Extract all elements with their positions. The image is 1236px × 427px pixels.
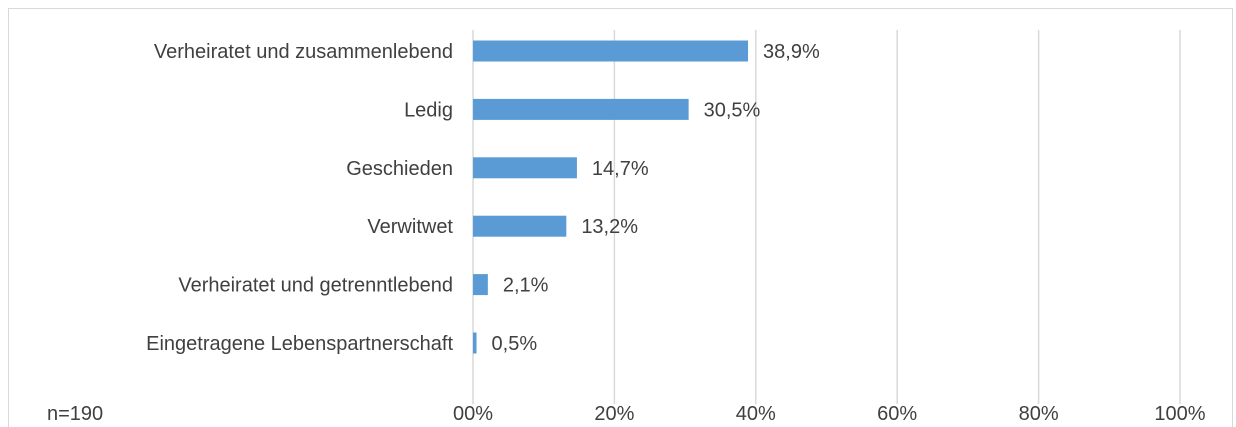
category-label: Verheiratet und zusammenlebend (154, 41, 453, 63)
bar (473, 157, 577, 179)
category-labels: Verheiratet und zusammenlebend Ledig Gesch… (146, 41, 453, 355)
data-label: 30,5% (704, 99, 761, 121)
x-tick-label: 00% (453, 403, 493, 425)
data-label: 14,7% (592, 158, 649, 180)
category-label: Verwitwet (367, 216, 453, 238)
bar (473, 332, 477, 354)
category-label: Geschieden (346, 158, 453, 180)
bars (473, 40, 749, 354)
data-label: 2,1% (503, 275, 549, 297)
sample-size-note: n=190 (47, 403, 103, 425)
x-tick-label: 100% (1154, 403, 1205, 425)
bar (473, 40, 749, 62)
x-tick-label: 20% (594, 403, 634, 425)
data-label: 38,9% (763, 41, 820, 63)
data-label: 13,2% (581, 216, 638, 238)
x-tick-label: 80% (1019, 403, 1059, 425)
x-axis-tick-labels: 00% 20% 40% 60% 80% 100% (453, 403, 1206, 425)
chart-frame (8, 8, 1233, 427)
category-label: Ledig (404, 99, 453, 121)
x-tick-label: 60% (877, 403, 917, 425)
category-label: Eingetragene Lebenspartnerschaft (146, 333, 453, 355)
category-label: Verheiratet und getrenntlebend (178, 275, 453, 297)
bar (473, 215, 567, 237)
bar (473, 274, 488, 296)
gridlines (472, 30, 1181, 404)
value-labels: 38,9% 30,5% 14,7% 13,2% 2,1% 0,5% (492, 41, 820, 355)
bar (473, 98, 689, 120)
data-label: 0,5% (492, 333, 538, 355)
x-tick-label: 40% (736, 403, 776, 425)
